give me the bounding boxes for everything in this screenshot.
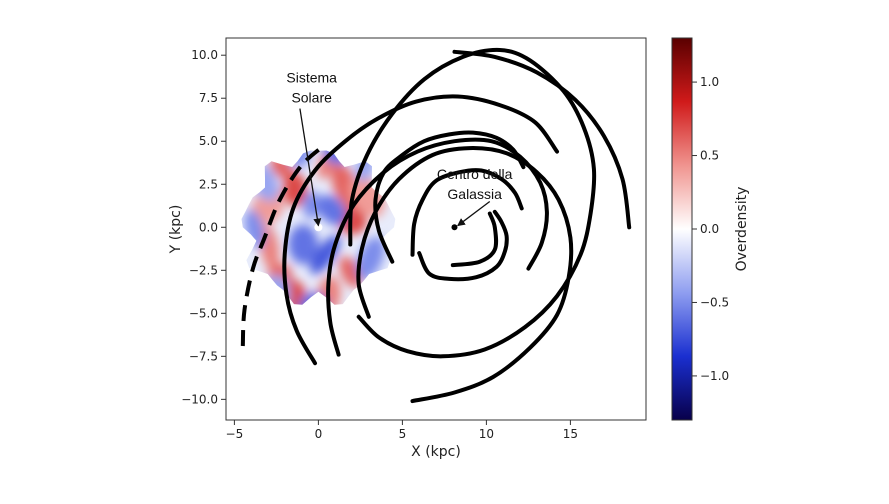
arm-7 (356, 146, 574, 404)
sun-annotation-arrow (299, 108, 322, 227)
sun-annotation-line: Solare (291, 90, 332, 106)
y-tick-label: −5.0 (189, 306, 218, 320)
overdensity-patch (288, 224, 319, 265)
x-tick-label: 10 (479, 427, 494, 441)
colorbar-tick-label: −0.5 (700, 295, 729, 309)
arm-3 (410, 168, 524, 257)
galactic-center-point (451, 224, 458, 231)
y-tick-label: −2.5 (189, 263, 218, 277)
y-tick-label: 2.5 (199, 177, 218, 191)
x-tick-label: 15 (563, 427, 578, 441)
arm-9 (452, 49, 632, 230)
y-tick-label: 7.5 (199, 91, 218, 105)
colorbar-label: Overdensity (734, 187, 750, 272)
x-tick-label: 0 (315, 427, 323, 441)
colorbar-gradient (671, 37, 693, 421)
x-axis: −5 0 5 10 15 (226, 420, 578, 441)
colorbar-tick-label: 1.0 (700, 75, 719, 89)
x-tick-label: −5 (226, 427, 244, 441)
arm-8 (348, 47, 597, 359)
y-tick-label: −10.0 (181, 392, 218, 406)
overdensity-patch (282, 172, 307, 207)
y-tick-label: −7.5 (189, 349, 218, 363)
arm-5 (450, 211, 499, 268)
y-tick-label: 10.0 (191, 48, 218, 62)
y-axis-label: Y (kpc) (168, 205, 184, 255)
y-tick-label: 5.0 (199, 134, 218, 148)
center-annotation-line: Centro della (437, 166, 513, 182)
colorbar-tick-label: 0.5 (700, 149, 719, 163)
center-annotation-arrow (457, 200, 491, 227)
x-tick-label: 5 (399, 427, 407, 441)
colorbar-tick-label: 0.0 (700, 222, 719, 236)
plot-frame (225, 37, 647, 421)
arm-outer-dashed (240, 143, 327, 347)
sun-annotation-line: Sistema (286, 70, 337, 86)
colorbar: 1.0 0.5 0.0 −0.5 −1.0 Overdensity (671, 37, 750, 421)
colorbar-ticks: 1.0 0.5 0.0 −0.5 −1.0 (692, 75, 729, 383)
overdensity-patch (339, 256, 362, 288)
y-axis: 10.0 7.5 5.0 2.5 0.0 −2.5 −5.0 −7.5 −10.0 (181, 48, 226, 406)
annotations: Sistema Solare Centro della Galassia (286, 70, 513, 227)
arm-6 (326, 137, 549, 357)
center-annotation-line: Galassia (447, 186, 502, 202)
overdensity-patch (310, 235, 341, 275)
overdensity-patch (317, 194, 347, 226)
x-axis-label: X (kpc) (411, 444, 461, 460)
spiral-arms (240, 47, 632, 404)
y-tick-label: 0.0 (199, 220, 218, 234)
arm-1 (282, 94, 559, 366)
arm-4 (417, 209, 509, 282)
colorbar-tick-label: −1.0 (700, 369, 729, 383)
